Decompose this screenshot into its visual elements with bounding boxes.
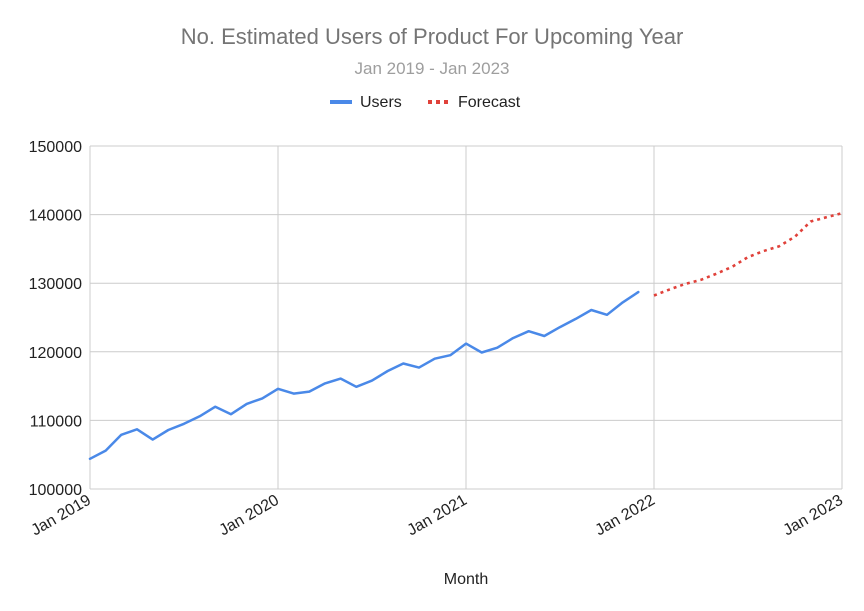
- y-tick-label: 100000: [29, 482, 82, 499]
- grid: [89, 145, 843, 490]
- series-layer: [88, 211, 843, 461]
- x-tick-label: Jan 2021: [404, 492, 470, 540]
- y-axis-ticks: 100000 110000 120000 130000 140000 150000: [29, 139, 82, 499]
- x-axis-label: Month: [444, 571, 488, 588]
- y-tick-label: 130000: [29, 276, 82, 293]
- legend-label-users: Users: [360, 94, 402, 111]
- x-tick-label: Jan 2020: [216, 492, 282, 540]
- legend: Users Forecast: [330, 94, 521, 111]
- series-line-users: [88, 290, 640, 461]
- legend-label-forecast: Forecast: [458, 94, 521, 111]
- series-line-forecast: [653, 211, 843, 297]
- chart-title: No. Estimated Users of Product For Upcom…: [181, 24, 684, 49]
- y-tick-label: 110000: [30, 413, 82, 430]
- x-tick-label: Jan 2023: [780, 492, 846, 540]
- y-tick-label: 140000: [29, 208, 82, 225]
- y-tick-label: 150000: [29, 139, 82, 156]
- chart-subtitle: Jan 2019 - Jan 2023: [354, 59, 509, 78]
- x-axis-ticks: Jan 2019 Jan 2020 Jan 2021 Jan 2022 Jan 2023: [28, 492, 846, 540]
- y-tick-label: 120000: [29, 345, 82, 362]
- x-tick-label: Jan 2022: [592, 492, 658, 540]
